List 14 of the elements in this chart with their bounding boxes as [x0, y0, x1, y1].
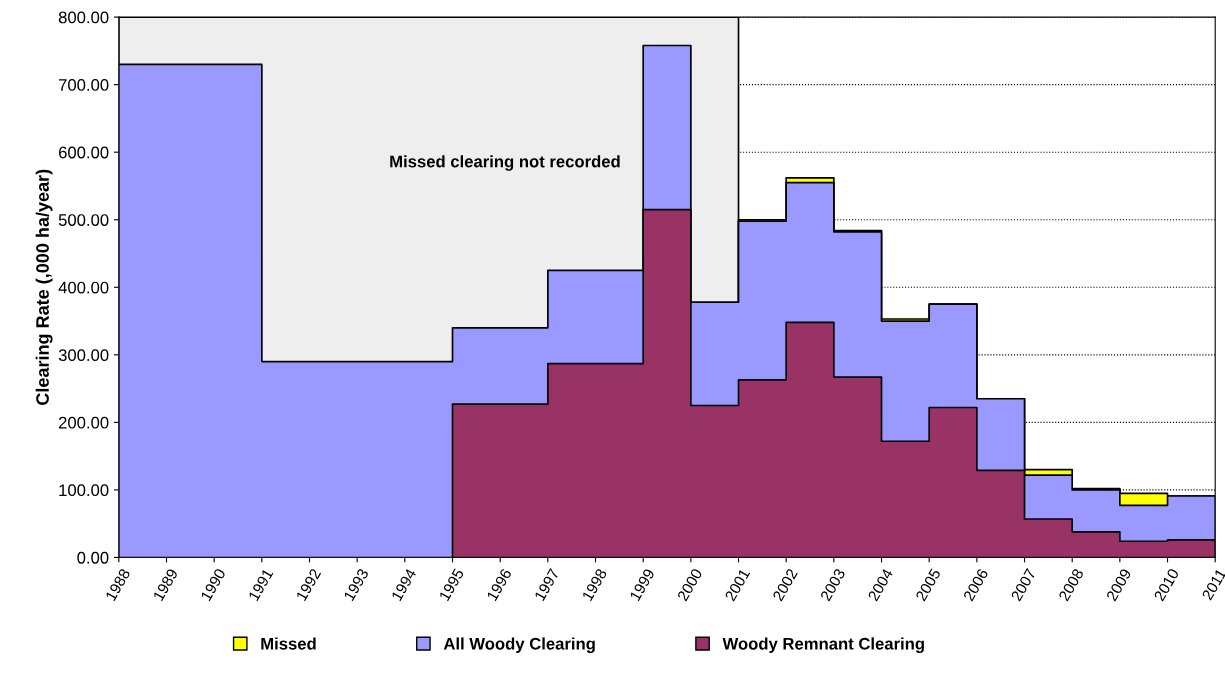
y-tick-label: 100.00 [59, 484, 109, 497]
legend-label: All Woody Clearing [443, 637, 595, 653]
y-tick-label: 500.00 [58, 214, 109, 226]
y-tick-label: 600.00 [58, 146, 109, 159]
y-axis-title: Clearing Rate (,000 ha/year) [35, 169, 53, 405]
y-tick-label: 700.00 [58, 79, 109, 91]
y-tick-label: 800.00 [58, 11, 109, 24]
legend-label: Woody Remnant Clearing [722, 637, 924, 653]
band-label: Missed clearing not recorded [390, 155, 620, 171]
y-tick-label: 0.00 [77, 551, 109, 564]
y-tick-label: 300.00 [58, 349, 109, 362]
y-tick-label: 200.00 [58, 416, 109, 429]
y-tick-label: 400.00 [58, 281, 109, 294]
legend-label: Missed [261, 637, 316, 650]
